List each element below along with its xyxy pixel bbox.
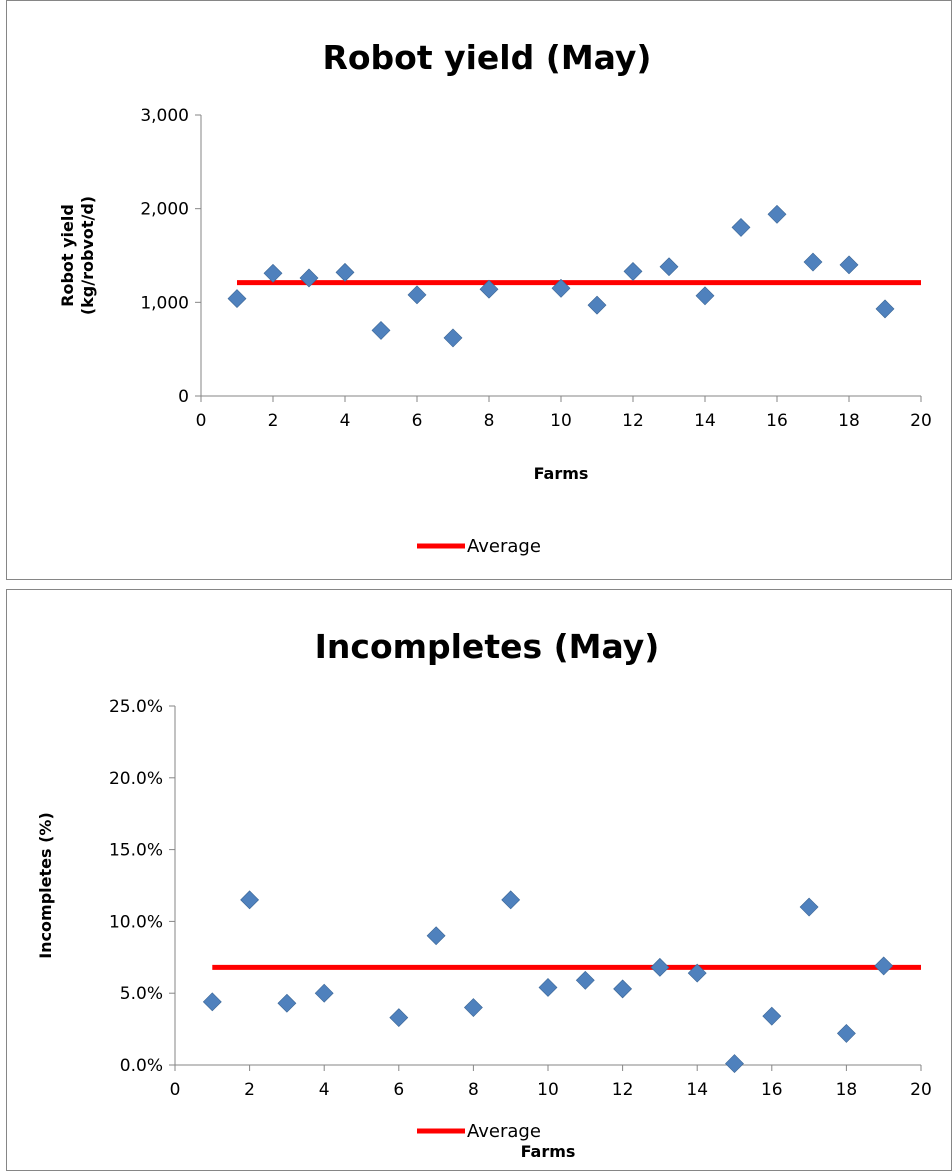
data-point [799,897,819,917]
x-tick-label: 2 [268,411,279,431]
x-tick-label: 0 [196,411,207,431]
data-point [767,204,787,224]
x-tick-label: 12 [612,1080,634,1100]
y-axis-title: Robot yield [58,204,77,307]
data-point [463,998,483,1017]
x-tick-label: 16 [761,1080,783,1100]
y-tick-label: 10.0% [109,912,163,932]
data-point [371,321,391,340]
data-point [762,1006,782,1026]
x-tick-label: 10 [550,411,572,431]
legend-average-label: Average [467,536,541,557]
incompletes-plot: Incompletes (May) 0.0% 5.0% 10.0% 15.0% 20.0%… [36,627,932,1161]
data-point [725,1054,744,1073]
y-tick-label: 20.0% [109,769,163,789]
robot-yield-chart: Robot yield (May) 0 1,000 2,000 3,000 0 2 4 6 8 10… [6,0,952,580]
x-tick-label: 8 [484,411,495,431]
x-tick-label: 8 [468,1080,479,1100]
data-point [538,978,558,997]
x-tick-label: 2 [244,1080,255,1100]
x-tick-label: 4 [340,411,351,431]
x-tick-label: 14 [686,1080,708,1100]
data-point [501,890,521,910]
x-tick-label: 18 [838,411,860,431]
data-point [659,257,679,277]
y-axis-title: Incompletes (%) [36,812,55,959]
data-point [613,979,633,999]
y-axis-title: (kg/robvot/d) [78,196,97,315]
data-point [227,289,247,309]
data-point [623,261,643,281]
x-tick-label: 18 [836,1080,858,1100]
x-axis-title: Farms [521,1142,576,1161]
x-tick-label: 10 [537,1080,559,1100]
data-point [389,1008,409,1028]
data-point [836,1023,856,1043]
data-point [426,926,446,946]
data-point [407,285,427,305]
data-point [875,299,895,319]
robot-yield-plot: Robot yield (May) 0 1,000 2,000 3,000 0 2 4 6 8 10… [58,38,932,557]
legend-average-label: Average [467,1121,541,1142]
x-tick-label: 20 [910,1080,932,1100]
x-tick-label: 6 [412,411,423,431]
data-point [551,278,571,298]
x-tick-label: 12 [622,411,644,431]
data-point [575,970,595,990]
x-tick-label: 4 [319,1080,330,1100]
data-point [874,956,894,976]
data-point [443,328,463,348]
data-point [687,963,707,983]
x-tick-label: 20 [910,411,932,431]
chart-title: Incompletes (May) [315,627,660,666]
data-point [202,992,222,1012]
y-tick-label: 0.0% [120,1056,163,1076]
data-point [650,957,670,977]
y-tick-label: 25.0% [109,697,163,717]
y-tick-label: 3,000 [140,106,189,126]
data-point [263,263,283,283]
y-tick-label: 1,000 [140,293,189,313]
data-point [240,890,260,910]
incompletes-chart: Incompletes (May) 0.0% 5.0% 10.0% 15.0% 20.0%… [6,589,952,1171]
data-point [277,993,297,1013]
x-tick-label: 14 [694,411,716,431]
chart-title: Robot yield (May) [322,38,651,77]
data-point [839,255,859,275]
data-point [479,279,499,299]
data-point [695,286,715,306]
data-point [314,983,334,1003]
y-tick-label: 0 [178,387,189,407]
data-point [731,217,751,237]
data-point [299,268,319,288]
x-tick-label: 16 [766,411,788,431]
y-tick-label: 5.0% [120,984,163,1004]
y-tick-label: 2,000 [140,200,189,220]
data-point [803,252,823,272]
x-tick-label: 6 [393,1080,404,1100]
data-point [587,295,607,315]
y-tick-label: 15.0% [109,841,163,861]
data-point [335,262,355,282]
x-axis-title: Farms [534,464,589,483]
x-tick-label: 0 [170,1080,181,1100]
